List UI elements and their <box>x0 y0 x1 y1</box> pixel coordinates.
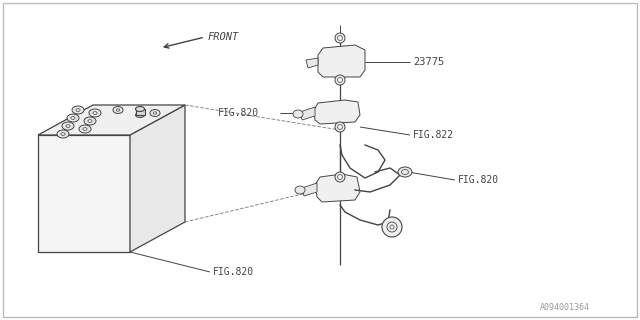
Ellipse shape <box>293 110 303 118</box>
Polygon shape <box>302 183 317 196</box>
Ellipse shape <box>136 113 145 117</box>
Ellipse shape <box>295 186 305 194</box>
Ellipse shape <box>136 107 145 111</box>
Ellipse shape <box>150 109 160 116</box>
Text: FRONT: FRONT <box>208 32 239 42</box>
Circle shape <box>335 75 345 85</box>
Polygon shape <box>315 174 360 202</box>
Text: FIG.820: FIG.820 <box>218 108 259 118</box>
Polygon shape <box>38 135 130 252</box>
Polygon shape <box>318 45 365 77</box>
Text: FIG.822: FIG.822 <box>413 130 454 140</box>
Circle shape <box>382 217 402 237</box>
Ellipse shape <box>398 167 412 177</box>
Text: 23775: 23775 <box>413 57 444 67</box>
Circle shape <box>335 122 345 132</box>
Ellipse shape <box>113 107 123 114</box>
Text: FIG.820: FIG.820 <box>213 267 254 277</box>
Polygon shape <box>300 107 315 120</box>
Circle shape <box>335 172 345 182</box>
Bar <box>136 109 145 115</box>
Text: FIG.820: FIG.820 <box>458 175 499 185</box>
Ellipse shape <box>62 122 74 130</box>
Ellipse shape <box>84 117 96 125</box>
Circle shape <box>335 33 345 43</box>
Polygon shape <box>306 58 318 68</box>
Text: A094001364: A094001364 <box>540 303 590 313</box>
Polygon shape <box>130 105 185 252</box>
Ellipse shape <box>67 114 79 122</box>
Polygon shape <box>38 105 185 135</box>
Ellipse shape <box>72 106 84 114</box>
Ellipse shape <box>57 130 69 138</box>
Polygon shape <box>314 100 360 124</box>
Ellipse shape <box>89 109 101 117</box>
Ellipse shape <box>79 125 91 133</box>
